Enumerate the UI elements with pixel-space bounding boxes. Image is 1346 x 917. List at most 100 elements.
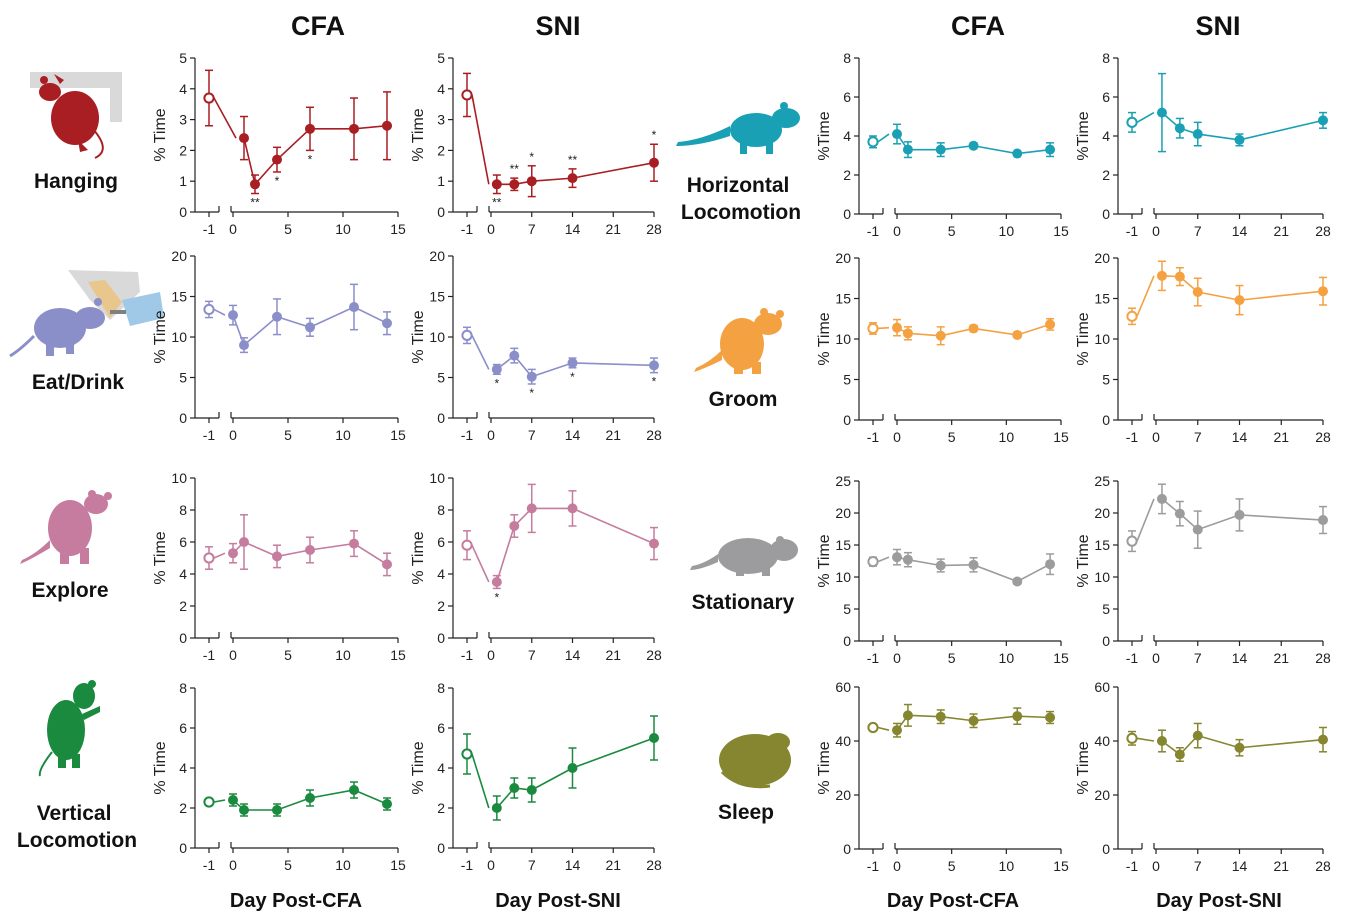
data-point	[509, 179, 520, 190]
y-tick-label: 2	[437, 598, 445, 614]
y-axis-label: %Time	[816, 111, 833, 160]
data-point	[228, 310, 238, 321]
data-point	[382, 559, 392, 570]
baseline-point	[1126, 310, 1138, 322]
panel-horizontal-cfa: 0 2 4 6 8 %Time -1 0 5 10 15	[816, 50, 1069, 239]
y-axis-label: % Time	[1075, 741, 1092, 794]
y-tick-label: 10	[835, 331, 851, 347]
grooming-rat-icon	[694, 308, 784, 374]
y-tick-label: 20	[1094, 787, 1110, 803]
data-point	[526, 371, 537, 382]
x-tick-label: 14	[1232, 858, 1248, 874]
x-tick-label: 28	[1315, 858, 1331, 874]
y-tick-label: 0	[1102, 841, 1110, 857]
data-point	[239, 133, 249, 144]
data-point	[272, 154, 282, 165]
x-tick-label: 28	[646, 857, 662, 873]
y-tick-label: 4	[179, 566, 187, 582]
data-point	[892, 725, 902, 736]
x-tick-label: -1	[1126, 650, 1139, 666]
data-point	[1156, 107, 1167, 118]
data-point	[349, 123, 359, 134]
x-tick-label: 5	[284, 221, 292, 237]
x-tick-label: -1	[203, 857, 216, 873]
x-tick-label: 21	[1273, 650, 1289, 666]
behavior-label-vertical-locomotion: Vertical Locomotion	[17, 802, 137, 852]
x-tick-label: 7	[528, 221, 536, 237]
data-point	[491, 179, 502, 190]
x-tick-label: -1	[203, 647, 216, 663]
x-tick-label: 5	[284, 427, 292, 443]
data-point	[935, 330, 946, 341]
panel-groom-cfa: 0 5 10 15 20 % Time -1 0 5 10 15	[816, 250, 1069, 445]
y-tick-label: 5	[437, 370, 445, 386]
y-tick-label: 1	[437, 173, 445, 189]
y-tick-label: 4	[843, 128, 851, 144]
x-axis-label-cfa-left: Day Post-CFA	[230, 890, 362, 912]
y-tick-label: 0	[179, 840, 187, 856]
behavior-label-sleep: Sleep	[718, 801, 774, 824]
data-point	[1192, 129, 1203, 140]
data-point	[1045, 559, 1056, 570]
significance-marker: **	[492, 196, 502, 210]
y-tick-label: 15	[1094, 291, 1110, 307]
baseline-point	[1126, 535, 1138, 547]
y-tick-label: 5	[437, 50, 445, 66]
data-point	[567, 173, 578, 184]
data-point	[1156, 270, 1167, 281]
data-point	[228, 548, 238, 559]
data-point	[1012, 711, 1023, 722]
significance-marker: *	[529, 150, 534, 164]
y-tick-label: 5	[179, 370, 187, 386]
x-tick-label: 15	[390, 427, 406, 443]
data-point	[1192, 730, 1203, 741]
data-point	[1174, 271, 1185, 282]
data-point	[935, 560, 946, 571]
x-tick-label: 7	[1194, 650, 1202, 666]
y-tick-label: 0	[843, 633, 851, 649]
x-tick-label: 28	[1315, 650, 1331, 666]
series-line	[243, 124, 388, 186]
hanging-rat-icon	[30, 72, 122, 159]
x-tick-label: 14	[565, 427, 581, 443]
y-tick-label: 2	[843, 167, 851, 183]
x-tick-label: 15	[390, 857, 406, 873]
x-tick-label: 0	[487, 221, 495, 237]
panel-sleep-cfa: 0 20 40 60 % Time -1 0 5 10 15	[816, 679, 1069, 874]
data-point	[1318, 734, 1328, 745]
x-tick-label: 10	[335, 647, 351, 663]
x-tick-label: -1	[203, 427, 216, 443]
panel-sleep-sni: 0 20 40 60 % Time -1 0 7 14 21 28	[1075, 679, 1331, 874]
significance-marker: **	[510, 162, 520, 176]
x-tick-label: 0	[1152, 429, 1160, 445]
series-line	[496, 507, 655, 583]
data-point	[349, 302, 359, 313]
y-tick-label: 20	[835, 787, 851, 803]
baseline-point	[1126, 732, 1138, 744]
x-tick-label: 10	[335, 857, 351, 873]
panel-eat-drink-cfa: 0 5 10 15 20 % Time -1 0 5 10 15	[152, 248, 406, 443]
y-tick-label: 40	[1094, 733, 1110, 749]
x-tick-label: 0	[893, 429, 901, 445]
y-axis-label: %Time	[1075, 111, 1092, 160]
x-tick-label: 5	[284, 857, 292, 873]
x-tick-label: 28	[1315, 223, 1331, 239]
data-point	[305, 123, 315, 134]
behavior-label-horizontal-locomotion: Horizontal Locomotion	[681, 174, 801, 224]
y-tick-label: 0	[1102, 412, 1110, 428]
x-tick-label: 14	[1232, 223, 1248, 239]
baseline-connector	[877, 326, 890, 330]
data-point	[649, 538, 659, 549]
walking-rat-icon	[676, 102, 800, 154]
column-title-cfa-left: CFA	[291, 11, 345, 41]
panel-vertical-cfa: 0 2 4 6 8 % Time -1 0 5 10 15	[152, 680, 406, 873]
data-point	[382, 120, 392, 131]
data-point	[349, 785, 359, 795]
x-tick-label: 7	[528, 857, 536, 873]
y-tick-label: 5	[179, 50, 187, 66]
significance-marker: *	[652, 128, 657, 142]
x-axis-label-sni-right: Day Post-SNI	[1156, 890, 1282, 912]
y-tick-label: 0	[437, 630, 445, 646]
x-tick-label: 0	[487, 647, 495, 663]
